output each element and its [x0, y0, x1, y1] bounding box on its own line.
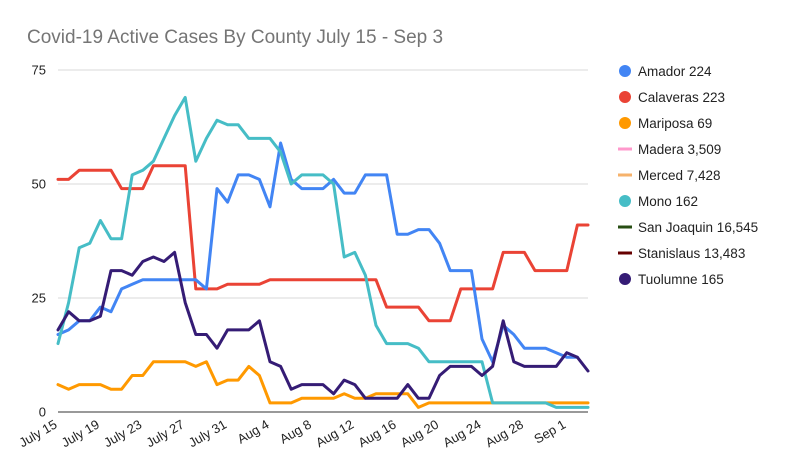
x-tick-label: Aug 28: [483, 417, 526, 451]
x-tick-label: Sep 1: [531, 417, 568, 447]
legend-marker: [619, 65, 631, 77]
legend-marker: [619, 117, 631, 129]
x-tick-label: July 27: [144, 417, 187, 451]
legend-label: Mariposa 69: [638, 116, 712, 131]
x-tick-label: Aug 4: [235, 417, 272, 447]
x-tick-label: Aug 8: [277, 417, 314, 447]
y-tick-label: 75: [32, 63, 46, 78]
legend-label: Madera 3,509: [638, 142, 721, 157]
legend-item-madera: Madera 3,509: [618, 142, 721, 157]
y-tick-label: 0: [39, 405, 46, 420]
legend-item-tuolumne: Tuolumne 165: [619, 272, 724, 287]
legend-label: Merced 7,428: [638, 168, 721, 183]
legend-item-merced: Merced 7,428: [618, 168, 721, 183]
legend-item-calaveras: Calaveras 223: [619, 90, 725, 105]
legend-label: Calaveras 223: [638, 90, 725, 105]
legend-item-mariposa: Mariposa 69: [619, 116, 712, 131]
legend-label: Amador 224: [638, 64, 712, 79]
legend-item-amador: Amador 224: [619, 64, 712, 79]
x-tick-label: Aug 20: [398, 417, 441, 451]
legend-item-stanislaus: Stanislaus 13,483: [618, 246, 745, 261]
series-line-amador: [56, 141, 579, 364]
x-tick-label: Aug 16: [356, 417, 399, 451]
x-tick-label: July 23: [101, 417, 144, 451]
chart-title: Covid-19 Active Cases By County July 15 …: [27, 27, 443, 48]
legend-item-mono: Mono 162: [619, 194, 698, 209]
gridlines: [58, 69, 588, 413]
legend: Amador 224 Calaveras 223 Mariposa 69 Madera…: [618, 64, 758, 287]
legend-marker: [619, 91, 631, 103]
series-line-calaveras: [56, 164, 590, 323]
legend-item-san: San Joaquin 16,545: [618, 220, 758, 235]
series-lines: [56, 95, 590, 409]
legend-marker: [619, 195, 631, 207]
x-tick-label: Aug 24: [440, 417, 483, 451]
legend-label: San Joaquin 16,545: [638, 220, 758, 235]
series-line-tuolumne: [56, 250, 590, 400]
legend-label: Tuolumne 165: [638, 272, 724, 287]
legend-label: Stanislaus 13,483: [638, 246, 745, 261]
y-axis-ticks: 0 25 50 75: [32, 63, 46, 420]
legend-label: Mono 162: [638, 194, 698, 209]
x-axis-ticks: July 15 July 19 July 23 July 27 July 31 Aug 4…: [16, 417, 568, 451]
x-tick-label: Aug 12: [313, 417, 356, 451]
x-tick-label: July 31: [186, 417, 229, 451]
series-line-mono: [56, 95, 590, 409]
x-tick-label: July 15: [16, 417, 59, 451]
x-tick-label: July 19: [59, 417, 102, 451]
y-tick-label: 25: [32, 291, 46, 306]
y-tick-label: 50: [32, 177, 46, 192]
legend-marker: [619, 273, 631, 285]
